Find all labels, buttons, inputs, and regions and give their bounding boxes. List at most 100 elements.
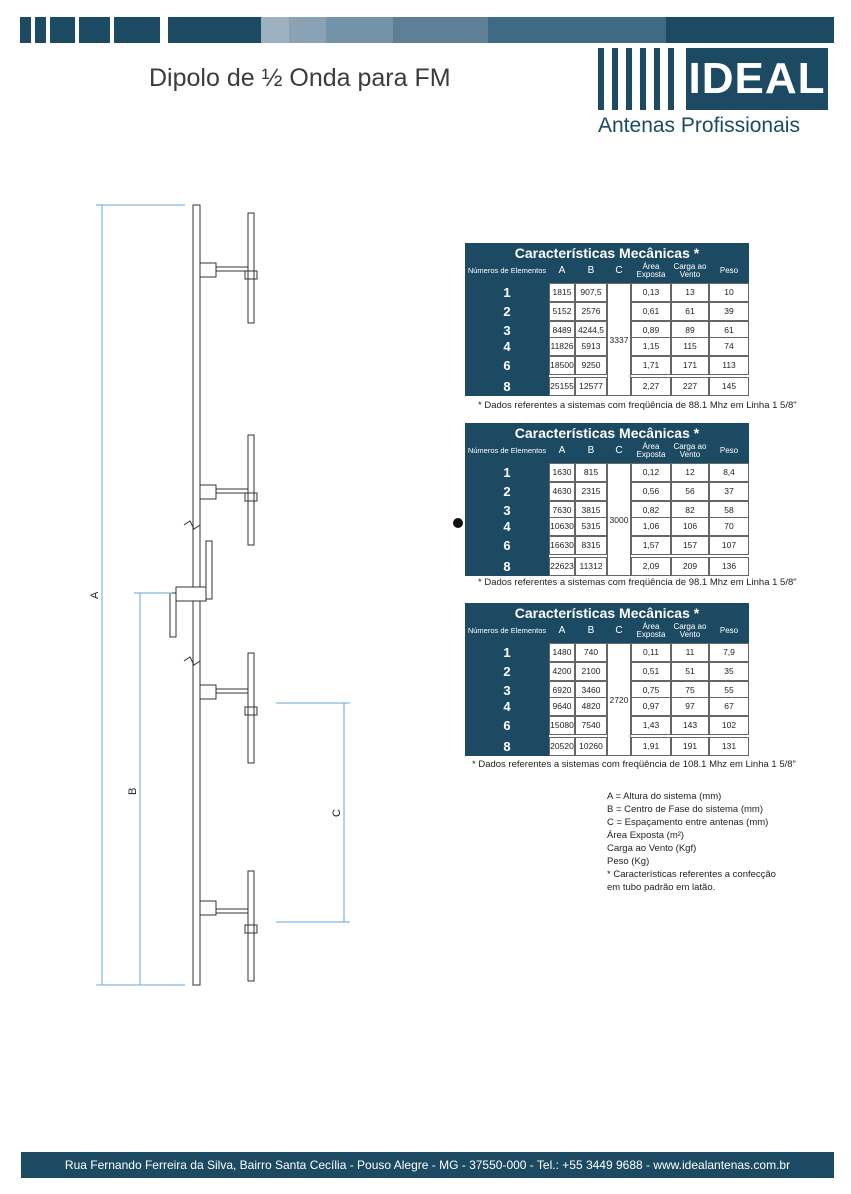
legend: A = Altura do sistema (mm) B = Centro de …: [607, 790, 776, 894]
cell-b: 5913: [575, 337, 607, 356]
element-count: 6: [503, 538, 511, 553]
cell-a: 1480: [549, 643, 575, 662]
cell-peso: 37: [709, 482, 749, 501]
header-elements: Números de Elementos: [467, 626, 547, 635]
element-count: 3: [503, 683, 511, 698]
header-a: A: [558, 265, 566, 276]
cell-carga: 56: [671, 482, 709, 501]
cell-b: 907,5: [575, 283, 607, 302]
element-count: 3: [503, 503, 511, 518]
cell-area: 1,91: [631, 737, 671, 756]
table-header: Características Mecânicas * Números de El…: [465, 423, 749, 463]
company-logo: IDEAL Antenas Profissionais: [598, 48, 830, 142]
legend-line: C = Espaçamento entre antenas (mm): [607, 817, 769, 828]
header-c: C: [615, 625, 623, 636]
row-label-column: [465, 643, 549, 756]
cell-carga: 11: [671, 643, 709, 662]
legend-line: Peso (Kg): [607, 856, 650, 867]
cell-a: 1815: [549, 283, 575, 302]
cell-peso: 145: [709, 377, 749, 396]
table-title: Características Mecânicas *: [514, 605, 700, 621]
cell-area: 0,13: [631, 283, 671, 302]
cell-carga: 12: [671, 463, 709, 482]
legend-line: A = Altura do sistema (mm): [607, 791, 722, 802]
cell-peso: 39: [709, 302, 749, 321]
cell-carga: 106: [671, 517, 709, 536]
cell-area: 1,71: [631, 356, 671, 375]
cell-carga: 171: [671, 356, 709, 375]
cell-area: 0,11: [631, 643, 671, 662]
cell-carga: 227: [671, 377, 709, 396]
dipole-array-drawing: A B C: [89, 204, 350, 986]
element-count: 4: [503, 699, 511, 714]
bullet-marker: [453, 518, 463, 528]
cell-peso: 113: [709, 356, 749, 375]
header-a: A: [558, 445, 566, 456]
cell-peso: 107: [709, 536, 749, 555]
cell-carga: 51: [671, 662, 709, 681]
mechanical-table: Características Mecânicas * Números de El…: [465, 603, 749, 756]
cell-b: 7540: [575, 716, 607, 735]
table-title: Características Mecânicas *: [514, 245, 700, 261]
table-body: 1 1815 907,5 0,13 13 10 2 5152 2576 0,61 61 39 3 8489…: [465, 283, 749, 396]
element-count: 1: [503, 645, 511, 660]
header-carga: Carga ao Vento: [673, 262, 707, 279]
cell-b: 12577: [575, 377, 607, 396]
dimension-c-label: C: [331, 809, 343, 817]
cell-b: 4820: [575, 697, 607, 716]
cell-area: 0,51: [631, 662, 671, 681]
cell-area: 1,57: [631, 536, 671, 555]
table-footnote: * Dados referentes a sistemas com freqüê…: [478, 400, 797, 411]
table-body: 1 1480 740 0,11 11 7,9 2 4200 2100 0,51 51 35 3 6920 3…: [465, 643, 749, 756]
table-body: 1 1630 815 0,12 12 8,4 2 4630 2315 0,56 56 37 3 7630 3…: [465, 463, 749, 576]
cell-carga: 209: [671, 557, 709, 576]
element-count: 2: [503, 484, 511, 499]
cell-b: 9250: [575, 356, 607, 375]
legend-line: Carga ao Vento (Kgf): [607, 843, 697, 854]
cell-area: 1,06: [631, 517, 671, 536]
cell-carga: 191: [671, 737, 709, 756]
cell-c-spacing: 3000: [607, 463, 631, 576]
cell-a: 10630: [549, 517, 575, 536]
header-carga: Carga ao Vento: [673, 442, 707, 459]
header-a: A: [558, 625, 566, 636]
element-count: 6: [503, 358, 511, 373]
cell-area: 2,27: [631, 377, 671, 396]
cell-b: 10260: [575, 737, 607, 756]
cell-carga: 143: [671, 716, 709, 735]
logo-tagline: Antenas Profissionais: [598, 114, 800, 137]
cell-carga: 61: [671, 302, 709, 321]
cell-b: 5315: [575, 517, 607, 536]
dipole-3: [199, 652, 258, 764]
header-b: B: [587, 625, 595, 636]
cell-a: 4630: [549, 482, 575, 501]
cell-carga: 157: [671, 536, 709, 555]
cell-area: 0,56: [631, 482, 671, 501]
header-area: Área Exposta: [636, 622, 666, 639]
cell-b: 2100: [575, 662, 607, 681]
element-count: 1: [503, 465, 511, 480]
cell-peso: 8,4: [709, 463, 749, 482]
element-count: 2: [503, 304, 511, 319]
cell-a: 11826: [549, 337, 575, 356]
cell-area: 0,89: [631, 321, 671, 340]
cell-a: 4200: [549, 662, 575, 681]
cell-a: 20520: [549, 737, 575, 756]
element-count: 3: [503, 323, 511, 338]
row-label-column: [465, 283, 549, 396]
footer-address: Rua Fernando Ferreira da Silva, Bairro S…: [21, 1152, 834, 1178]
cell-carga: 13: [671, 283, 709, 302]
cell-area: 2,09: [631, 557, 671, 576]
dipole-2: [199, 434, 258, 546]
header-c: C: [615, 445, 623, 456]
cell-peso: 7,9: [709, 643, 749, 662]
cell-peso: 136: [709, 557, 749, 576]
cell-peso: 70: [709, 517, 749, 536]
cell-a: 25155: [549, 377, 575, 396]
cell-area: 1,43: [631, 716, 671, 735]
cell-a: 18500: [549, 356, 575, 375]
header-b: B: [587, 265, 595, 276]
cell-a: 15080: [549, 716, 575, 735]
dimension-a-label: A: [89, 591, 101, 599]
dimension-b-label: B: [127, 788, 139, 795]
